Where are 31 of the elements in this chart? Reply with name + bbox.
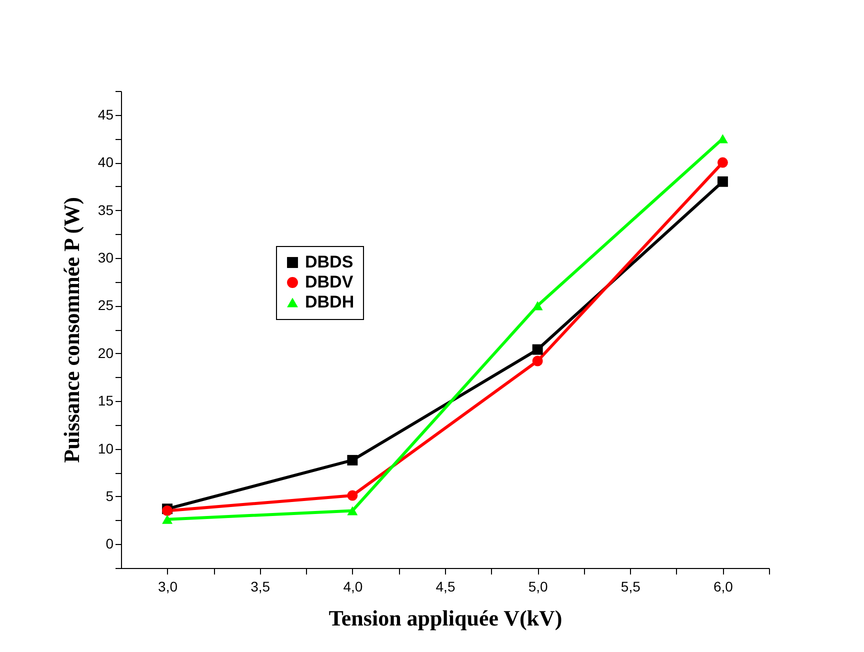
y-tick-label: 5 — [106, 488, 114, 504]
y-tick-label: 0 — [106, 536, 114, 552]
y-tick-label: 25 — [98, 297, 114, 314]
x-tick-label: 6,0 — [713, 578, 734, 594]
point — [347, 490, 358, 501]
point — [347, 506, 358, 516]
x-axis-title: Tension appliquée V(kV) — [328, 606, 562, 630]
x-tick-label: 4,0 — [343, 578, 363, 594]
y-tick-label: 45 — [98, 106, 114, 122]
x-tick-label: 3,5 — [250, 578, 270, 594]
y-tick-label: 15 — [98, 392, 114, 409]
y-tick-label: 10 — [98, 440, 114, 456]
x-tick-label: 4,5 — [436, 578, 456, 594]
x-tick-label: 5,0 — [528, 578, 548, 594]
legend-label: DBDH — [305, 292, 354, 312]
x-tick-label: 3,0 — [158, 578, 178, 594]
point — [162, 514, 173, 524]
point — [532, 344, 543, 355]
point — [717, 157, 728, 168]
y-tick-label: 20 — [98, 344, 114, 361]
point — [717, 176, 728, 187]
y-axis-title: Puissance consommée P (W) — [58, 197, 84, 463]
x-tick-label: 5,5 — [620, 578, 641, 594]
y-tick-label: 30 — [98, 249, 114, 266]
point — [347, 454, 358, 466]
legend-label: DBDV — [305, 272, 354, 292]
point — [532, 356, 543, 366]
y-tick-label: 40 — [98, 154, 114, 170]
y-tick-label: 35 — [98, 202, 114, 218]
point — [532, 301, 543, 310]
legend-label: DBDS — [305, 252, 354, 272]
